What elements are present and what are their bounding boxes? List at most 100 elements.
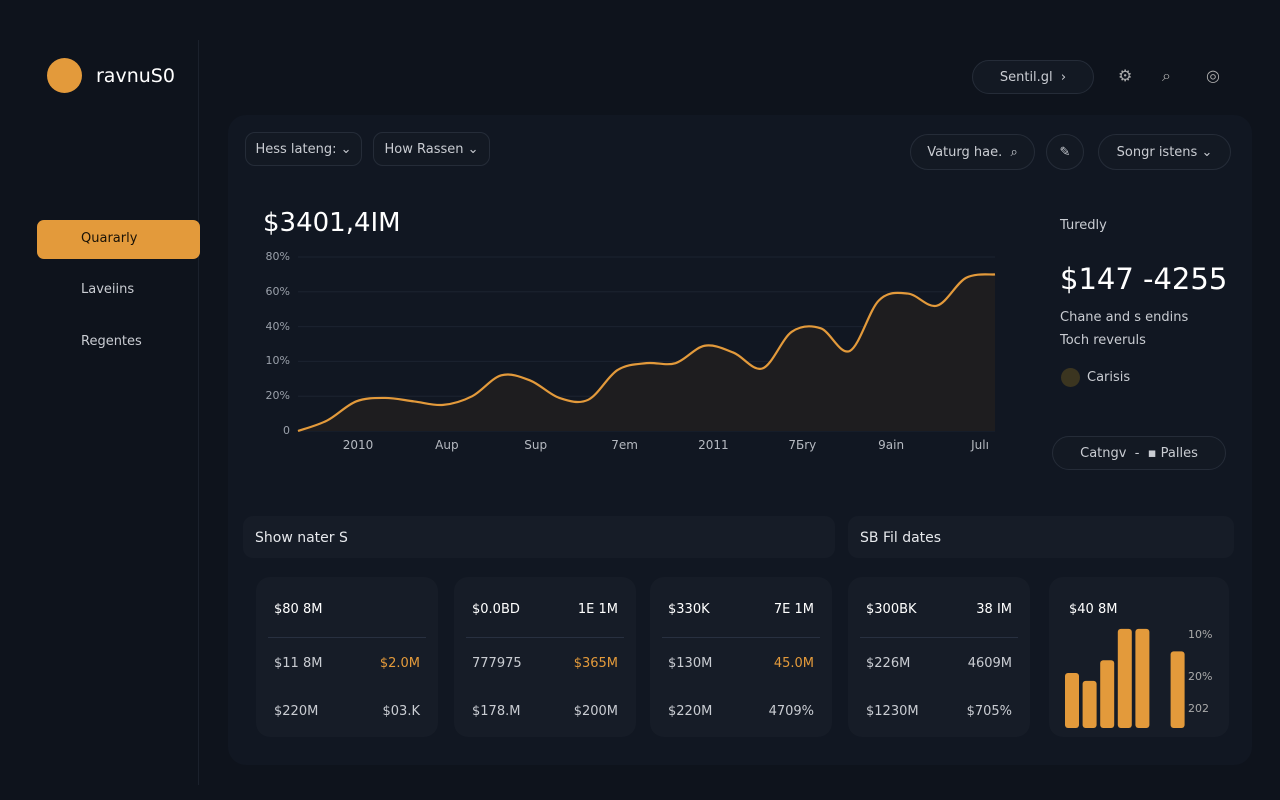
bar [1117, 628, 1132, 728]
card-row: $220M 4709% [668, 704, 814, 719]
search[interactable]: Sentil.gl › [972, 60, 1094, 94]
section-title: Show nater S [255, 530, 348, 546]
card-row: $1230M $705% [866, 704, 1012, 719]
line-area [298, 274, 995, 431]
filter[interactable]: How Rassen ⌄ [373, 132, 490, 166]
divider [198, 40, 199, 785]
line [297, 273, 996, 433]
separator [466, 637, 624, 638]
filter[interactable]: Songr istens ⌄ [1098, 134, 1231, 170]
card-row: $0.0BD 1E 1M [472, 602, 618, 617]
card-value: $365M [573, 656, 618, 671]
card-value: $03.K [382, 704, 420, 719]
y-label: 40% [265, 319, 290, 333]
summary-label: Turedly [1060, 218, 1107, 233]
card-value: 1E 1M [577, 602, 618, 617]
x-label: Aup [435, 438, 459, 452]
nav-item[interactable]: Laveiins [81, 282, 135, 297]
bar [1065, 673, 1079, 728]
mini-label: 10% [1188, 628, 1213, 641]
card-row: $226M 4609M [866, 656, 1012, 671]
card-row: $130M 45.0M [668, 656, 814, 671]
bar [1100, 660, 1115, 728]
card: $80 8M $11 8M $2.0M $220M $03.K [256, 577, 438, 737]
summary-text: Toch reveruls [1060, 333, 1146, 348]
card: $330K 7E 1M $130M 45.0M $220M 4709% [650, 577, 832, 737]
section-header [243, 516, 835, 558]
card-value: $80 8M [274, 602, 323, 617]
card-value: 4609M [967, 656, 1012, 671]
mini-label: 20% [1188, 670, 1213, 683]
legend-dot [1061, 368, 1080, 387]
card-value: 7E 1M [773, 602, 814, 617]
section-title: SB Fil dates [860, 530, 942, 546]
filter[interactable]: Hess lateng: ⌄ [245, 132, 362, 166]
card: $300BK 38 IM $226M 4609M $1230M $705% [848, 577, 1030, 737]
card-row: $220M $03.K [274, 704, 420, 719]
card-value: $200M [573, 704, 618, 719]
card-value: $220M [668, 704, 713, 719]
card-value: $220M [274, 704, 319, 719]
summary-text: Chane and s endins [1060, 310, 1189, 325]
x-label: 7Бry [788, 438, 817, 452]
card-value: 38 IM [976, 602, 1012, 617]
icon[interactable]: ◎ [1206, 66, 1220, 85]
brand: ravnuS0 [96, 65, 175, 87]
chart-title: $3401,4IM [263, 208, 401, 238]
mini-title: $40 8M [1069, 602, 1118, 617]
x-label: Julı [971, 438, 989, 452]
card-value: $1230M [866, 704, 919, 719]
icon[interactable]: ⚙ [1118, 66, 1133, 85]
card-value: $178.M [472, 704, 521, 719]
logo [47, 58, 82, 93]
x-label: 2011 [698, 438, 729, 452]
bar [1082, 680, 1097, 728]
card-value: $11 8M [274, 656, 323, 671]
nav-item[interactable]: Quararly [81, 231, 138, 246]
card-value: $226M [866, 656, 911, 671]
edit-button[interactable]: ✎ [1046, 134, 1084, 170]
separator [860, 637, 1018, 638]
nav-item[interactable]: Regentes [81, 334, 142, 349]
filter[interactable]: Vaturg hae. ⌕ [910, 134, 1035, 170]
filter-text: Hess lateng: [255, 141, 337, 157]
card-row: 777975 $365M [472, 656, 618, 671]
x-label: Sup [524, 438, 548, 452]
filter-text: How Rassen [384, 141, 464, 157]
card-row: $330K 7E 1M [668, 602, 814, 617]
bar [1135, 628, 1150, 728]
x-label: 9ain [878, 438, 905, 452]
search-text: Sentil.gl [999, 69, 1053, 85]
x-label: 7em [611, 438, 638, 452]
nav-active[interactable] [37, 220, 200, 259]
summary-value: $147 -4255 [1060, 262, 1228, 296]
card-value: $705% [966, 704, 1012, 719]
card-value: $330K [668, 602, 710, 617]
card-row: $80 8M [274, 602, 420, 617]
card-value: $2.0M [379, 656, 420, 671]
y-label: 80% [265, 250, 290, 263]
card-value: $0.0BD [472, 602, 520, 617]
y-label: 10% [265, 354, 290, 368]
card: $0.0BD 1E 1M 777975 $365M $178.M $200M [454, 577, 636, 737]
icon[interactable]: ⌕ [1162, 66, 1171, 85]
card-row: $178.M $200M [472, 704, 618, 719]
separator [268, 637, 426, 638]
separator [662, 637, 820, 638]
button[interactable]: Catngv - ▪ Palles [1052, 436, 1226, 470]
card-value: 777975 [472, 656, 522, 671]
card-row: $300BK 38 IM [866, 602, 1012, 617]
filter-text: Vaturg hae. [927, 144, 1003, 160]
y-label: 20% [265, 389, 290, 403]
filter-text: Songr istens [1116, 144, 1198, 160]
mini-label: 202 [1188, 702, 1209, 715]
card-row: $11 8M $2.0M [274, 656, 420, 671]
button-text: Palles [1160, 445, 1198, 461]
y-label: 60% [265, 284, 290, 298]
card-value: $130M [668, 656, 713, 671]
card-value: 4709% [768, 704, 814, 719]
y-label: 0 [283, 424, 290, 437]
x-label: 2010 [342, 438, 374, 452]
